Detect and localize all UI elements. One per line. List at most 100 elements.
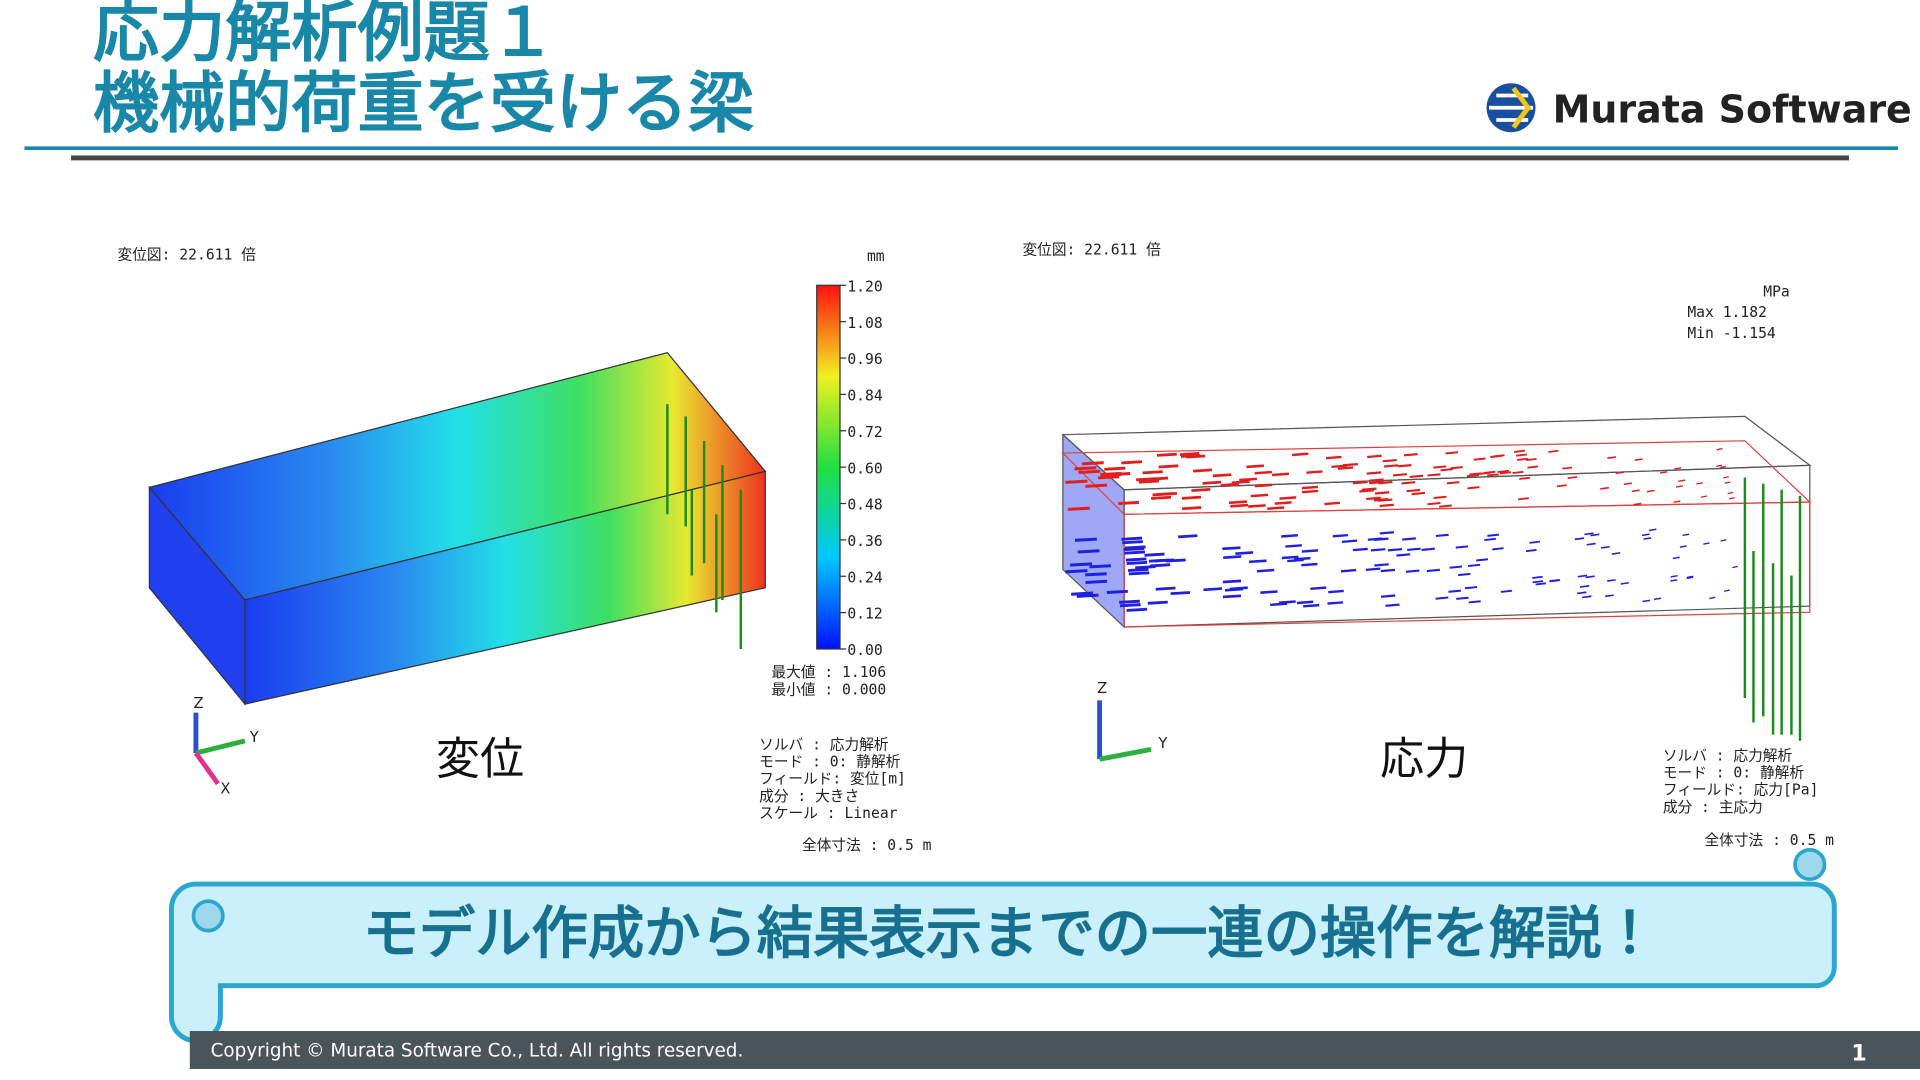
- stress-arrow: [1532, 580, 1544, 584]
- stress-arrow: [1724, 589, 1730, 592]
- stress-arrow: [1222, 546, 1241, 551]
- stress-arrow: [1577, 574, 1588, 578]
- stress-arrow: [1067, 506, 1090, 511]
- stress-arrow: [1445, 451, 1459, 455]
- scale-note: 変位図: 22.611 倍: [118, 247, 257, 264]
- axis-label: Y: [1157, 735, 1167, 752]
- stress-arrow: [1455, 545, 1469, 549]
- stress-arrow: [1081, 461, 1104, 466]
- colorbar-label: 0.48: [847, 497, 882, 514]
- stress-arrow: [1512, 470, 1524, 475]
- stress-arrow: [1709, 596, 1716, 600]
- colorbar-label: 0.12: [847, 606, 882, 623]
- stress-arrow: [1700, 495, 1708, 498]
- caption: 変位: [436, 734, 524, 785]
- stress-arrow: [1267, 506, 1285, 510]
- stress-arrow: [1332, 533, 1349, 538]
- stress-arrow: [1517, 497, 1529, 501]
- colorbar-label: 0.60: [847, 460, 882, 477]
- stress-arrow: [1121, 460, 1143, 465]
- stress-arrow: [1202, 480, 1222, 485]
- minmax: 最大値 : 1.106: [771, 664, 886, 681]
- stress-arrow: [1487, 533, 1499, 537]
- stress-arrow: [1458, 572, 1471, 577]
- stress-arrow: [1158, 464, 1179, 469]
- stress-arrow: [1499, 471, 1512, 475]
- stress-arrow: [1678, 479, 1686, 483]
- stress-arrow: [1337, 466, 1354, 470]
- stress-arrow: [1106, 589, 1128, 594]
- stress-arrow: [1125, 557, 1147, 562]
- copyright: Copyright © Murata Software Co., Ltd. Al…: [211, 1041, 744, 1062]
- stress-arrow: [1396, 553, 1411, 557]
- stress-arrow: [1590, 533, 1600, 537]
- stress-arrow: [1254, 470, 1273, 475]
- stress-arrow: [1126, 607, 1148, 612]
- colorbar-label: 1.20: [847, 278, 882, 295]
- stress-arrow: [1579, 585, 1590, 588]
- stress-arrow: [1074, 466, 1097, 471]
- banner-text: モデル作成から結果表示までの一連の操作を解説！: [363, 902, 1658, 967]
- stress-arrow: [1584, 532, 1594, 536]
- stress-arrow: [1586, 542, 1596, 546]
- colorbar-label: 0.84: [847, 388, 883, 405]
- stress-arrow: [1585, 575, 1595, 579]
- stress-arrow: [1605, 594, 1614, 598]
- stress-arrow: [1229, 586, 1248, 591]
- stress-arrow: [1293, 556, 1311, 561]
- stress-arrow: [1367, 454, 1382, 459]
- stress-arrow: [1235, 551, 1254, 555]
- stress-arrow: [1369, 480, 1384, 485]
- stress-arrow: [1127, 567, 1149, 572]
- stress-arrow: [1097, 475, 1120, 480]
- stress-arrow: [1370, 548, 1386, 552]
- info-line: 成分 : 主応力: [1663, 799, 1763, 816]
- stress-arrow: [1382, 458, 1397, 463]
- stress-arrow: [1250, 493, 1269, 498]
- axis-triad: [1097, 700, 1152, 762]
- stress-arrow: [1366, 496, 1381, 501]
- stress-arrow: [1278, 600, 1296, 604]
- stress-arrow: [1473, 457, 1486, 461]
- stress-arrow: [1440, 468, 1454, 472]
- stress-arrow: [1154, 558, 1175, 563]
- stress-arrow: [1324, 501, 1341, 506]
- stress-arrow: [1643, 537, 1652, 540]
- stress-arrow: [1433, 495, 1447, 500]
- stress-arrow: [1352, 547, 1368, 552]
- stress-arrow: [1720, 539, 1727, 542]
- stress-arrow: [1078, 469, 1101, 474]
- stress-arrow: [1670, 579, 1678, 582]
- stress-arrow: [1379, 531, 1395, 535]
- footer-bar: [189, 1031, 1920, 1069]
- stress-arrow: [1301, 485, 1319, 490]
- info-line: 成分 : 大きさ: [759, 788, 859, 805]
- stress-arrow: [1331, 464, 1347, 469]
- stress-arrow: [1716, 464, 1723, 468]
- stress-arrow: [1065, 569, 1088, 574]
- stress-arrow: [1151, 495, 1172, 500]
- stress-arrow: [1500, 589, 1513, 593]
- stress-arrow: [1325, 455, 1342, 460]
- stress-arrow: [1567, 476, 1578, 479]
- stress-arrow: [1222, 579, 1242, 584]
- axis-triad: [193, 712, 246, 786]
- stress-arrow: [1085, 483, 1108, 488]
- stress-arrow: [1387, 548, 1403, 552]
- stress-arrow: [1248, 559, 1267, 564]
- stress-arrow: [1285, 544, 1303, 548]
- stress-arrow: [1729, 496, 1735, 500]
- stress-arrow: [1369, 478, 1384, 482]
- stress-arrow: [1271, 472, 1290, 477]
- stress-arrow: [1366, 471, 1382, 475]
- stress-arrow: [1433, 465, 1447, 469]
- stress-arrow: [1727, 491, 1734, 495]
- stress-arrow: [1065, 479, 1088, 484]
- unit: mm: [867, 248, 885, 265]
- info-line: スケール : Linear: [759, 805, 897, 822]
- stress-arrow: [1646, 489, 1655, 493]
- stress-arrow: [1438, 504, 1452, 508]
- stress-arrow: [1256, 568, 1275, 573]
- stress-arrow: [1144, 552, 1165, 557]
